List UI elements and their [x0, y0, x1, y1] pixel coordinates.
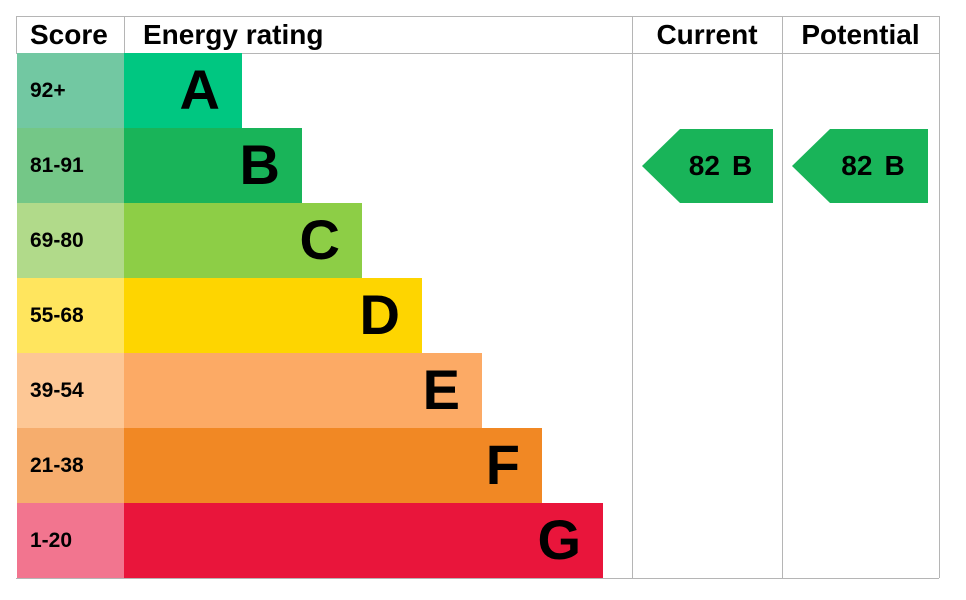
rating-bar: A	[124, 53, 242, 128]
energy-rating-header: Energy rating	[143, 19, 324, 50]
rating-bar: D	[124, 278, 422, 353]
current-rating-value: 82	[688, 150, 720, 181]
score-cell: 69-80	[17, 203, 124, 278]
rating-bar: G	[124, 503, 603, 578]
rating-bar: F	[124, 428, 542, 503]
band-row-d: 55-68 D	[17, 278, 949, 353]
band-row-a: 92+ A	[17, 53, 949, 128]
table-right-border	[939, 16, 940, 578]
table-bottom-border	[16, 578, 939, 579]
score-cell: 92+	[17, 53, 124, 128]
score-header: Score	[30, 19, 108, 50]
current-rating-band: B	[731, 150, 753, 181]
rating-bar: E	[124, 353, 482, 428]
score-cell: 81-91	[17, 128, 124, 203]
rating-bar: B	[124, 128, 302, 203]
score-cell: 1-20	[17, 503, 124, 578]
potential-rating-band: B	[884, 150, 905, 181]
current-column-divider	[632, 16, 633, 578]
current-header: Current	[656, 19, 758, 50]
score-cell: 21-38	[17, 428, 124, 503]
band-row-c: 69-80 C	[17, 203, 949, 278]
score-column-divider	[124, 16, 125, 53]
band-row-f: 21-38 F	[17, 428, 949, 503]
score-cell: 55-68	[17, 278, 124, 353]
potential-header: Potential	[801, 19, 920, 50]
score-cell: 39-54	[17, 353, 124, 428]
potential-column-divider	[782, 16, 783, 578]
potential-rating-value: 82	[841, 150, 873, 181]
header-bottom-border	[16, 53, 939, 54]
table-top-border	[16, 16, 939, 17]
header-left-border	[16, 16, 17, 53]
band-rows: 92+ A 81-91 B 69-80 C 55-68 D 39-54 E 21…	[17, 53, 949, 578]
band-row-g: 1-20 G	[17, 503, 949, 578]
band-row-e: 39-54 E	[17, 353, 949, 428]
rating-bar: C	[124, 203, 362, 278]
band-row-b: 81-91 B	[17, 128, 949, 203]
